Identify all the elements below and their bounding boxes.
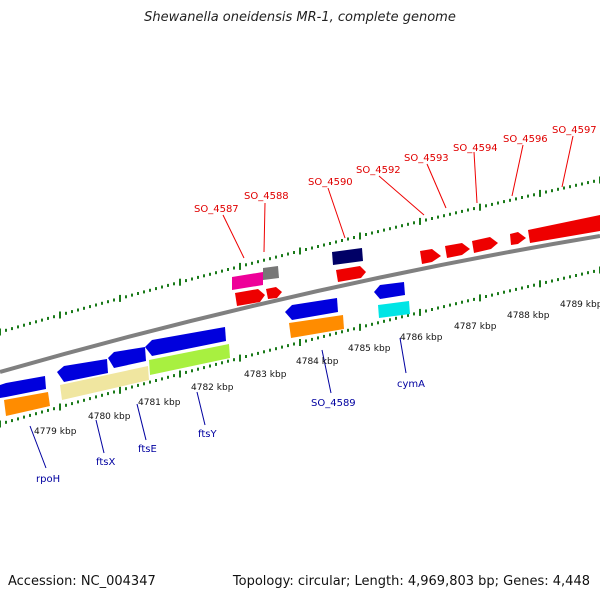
- kbp-label: 4788 kbp: [507, 311, 550, 321]
- kbp-label: 4781 kbp: [138, 398, 181, 408]
- genome-axis: [0, 234, 600, 374]
- kbp-label: 4785 kbp: [348, 344, 391, 354]
- gene-cyma-blue[interactable]: [374, 282, 405, 299]
- gene-so4589[interactable]: [289, 315, 344, 338]
- kbp-label: 4786 kbp: [400, 333, 443, 343]
- gene-label-so4587[interactable]: SO_4587: [194, 204, 239, 215]
- gene-label-so4596[interactable]: SO_4596: [503, 134, 548, 145]
- genes-forward: [232, 215, 600, 306]
- gene-ftsx-blue[interactable]: [57, 359, 108, 382]
- gene-label-so4593[interactable]: SO_4593: [404, 153, 449, 164]
- gene-so4588[interactable]: [266, 287, 282, 299]
- gene-label-ftsx[interactable]: ftsX: [96, 457, 115, 468]
- gene-labels-top: SO_4587 SO_4588 SO_4590 SO_4592 SO_4593 …: [194, 125, 597, 215]
- upper-tick-row: [0, 176, 600, 336]
- gene-ftsy[interactable]: [149, 344, 230, 375]
- gene-so4590[interactable]: [336, 266, 366, 282]
- kbp-label: 4787 kbp: [454, 322, 497, 332]
- gene-label-so4590[interactable]: SO_4590: [308, 177, 353, 188]
- kbp-label: 4783 kbp: [244, 370, 287, 380]
- gene-label-so4589[interactable]: SO_4589: [311, 398, 356, 409]
- gene-label-so4592[interactable]: SO_4592: [356, 165, 401, 176]
- genome-summary-text: Topology: circular; Length: 4,969,803 bp…: [232, 574, 590, 589]
- gene-so4594[interactable]: [472, 237, 498, 253]
- gene-rpoh-orange[interactable]: [4, 392, 50, 416]
- gene-cyma[interactable]: [378, 301, 410, 318]
- gene-so4597[interactable]: [528, 215, 600, 243]
- kbp-label: 4780 kbp: [88, 412, 131, 422]
- gene-so4587[interactable]: [235, 289, 265, 306]
- kbp-label: 4779 kbp: [34, 427, 77, 437]
- gene-label-rpoh[interactable]: rpoH: [36, 474, 60, 485]
- gene-so4587-pink[interactable]: [232, 272, 263, 290]
- gene-label-so4597[interactable]: SO_4597: [552, 125, 597, 136]
- gene-labels-bottom: rpoH ftsX ftsE ftsY SO_4589 cymA: [36, 379, 425, 485]
- callout-lines-top: [222, 135, 574, 259]
- kbp-labels: 4779 kbp 4780 kbp 4781 kbp 4782 kbp 4783…: [34, 300, 600, 437]
- kbp-label: 4782 kbp: [191, 383, 234, 393]
- gene-so4589-blue[interactable]: [285, 298, 338, 320]
- gene-label-ftse[interactable]: ftsE: [138, 444, 157, 455]
- kbp-label: 4784 kbp: [296, 357, 339, 367]
- gene-so4590-navy[interactable]: [332, 248, 363, 265]
- gene-ftse[interactable]: [108, 347, 146, 368]
- gene-ftsy-blue[interactable]: [145, 327, 226, 356]
- accession-text: Accession: NC_004347: [8, 574, 156, 589]
- gene-so4588-gray[interactable]: [263, 266, 279, 280]
- kbp-label: 4789 kbp: [560, 300, 600, 310]
- gene-so4593[interactable]: [445, 243, 470, 258]
- map-title: Shewanella oneidensis MR-1, complete gen…: [144, 10, 456, 25]
- gene-rpoh[interactable]: [0, 376, 46, 398]
- gene-label-cyma[interactable]: cymA: [397, 379, 425, 390]
- callout-lines-bottom: [29, 337, 407, 469]
- lower-tick-row: [0, 266, 600, 428]
- gene-label-ftsy[interactable]: ftsY: [198, 429, 217, 440]
- genes-reverse: [0, 282, 410, 416]
- gene-ftsx[interactable]: [60, 366, 149, 400]
- gene-so4596[interactable]: [510, 232, 526, 245]
- gene-label-so4594[interactable]: SO_4594: [453, 143, 498, 154]
- gene-label-so4588[interactable]: SO_4588: [244, 191, 289, 202]
- gene-so4592[interactable]: [420, 249, 441, 264]
